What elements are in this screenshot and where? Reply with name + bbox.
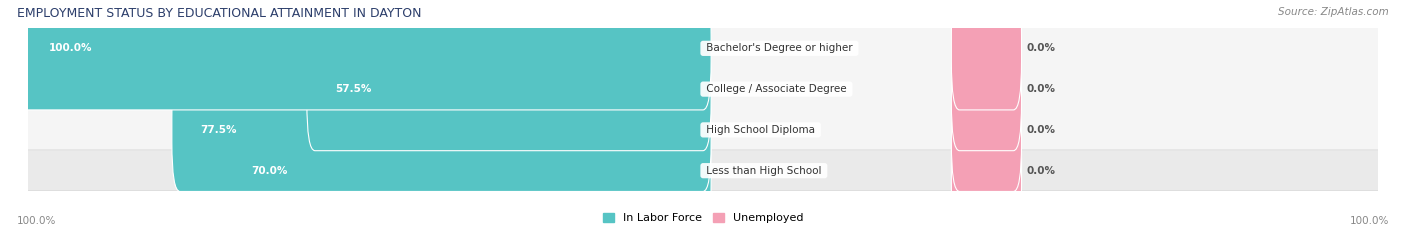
FancyBboxPatch shape (307, 27, 711, 151)
Text: College / Associate Degree: College / Associate Degree (703, 84, 849, 94)
FancyBboxPatch shape (20, 0, 711, 110)
Text: 0.0%: 0.0% (1026, 84, 1056, 94)
FancyBboxPatch shape (952, 0, 1022, 110)
FancyBboxPatch shape (952, 68, 1022, 192)
Text: High School Diploma: High School Diploma (703, 125, 818, 135)
FancyBboxPatch shape (14, 69, 1392, 233)
Text: Bachelor's Degree or higher: Bachelor's Degree or higher (703, 43, 856, 53)
Text: 77.5%: 77.5% (200, 125, 236, 135)
FancyBboxPatch shape (952, 27, 1022, 151)
Text: 100.0%: 100.0% (48, 43, 91, 53)
Text: 70.0%: 70.0% (250, 166, 287, 176)
FancyBboxPatch shape (14, 0, 1392, 150)
FancyBboxPatch shape (14, 28, 1392, 231)
FancyBboxPatch shape (172, 68, 711, 192)
Text: 100.0%: 100.0% (1350, 216, 1389, 226)
Legend: In Labor Force, Unemployed: In Labor Force, Unemployed (598, 208, 808, 227)
Text: EMPLOYMENT STATUS BY EDUCATIONAL ATTAINMENT IN DAYTON: EMPLOYMENT STATUS BY EDUCATIONAL ATTAINM… (17, 7, 422, 20)
FancyBboxPatch shape (222, 109, 711, 232)
Text: 0.0%: 0.0% (1026, 166, 1056, 176)
Text: 0.0%: 0.0% (1026, 125, 1056, 135)
Text: 57.5%: 57.5% (335, 84, 371, 94)
Text: 100.0%: 100.0% (17, 216, 56, 226)
FancyBboxPatch shape (952, 109, 1022, 232)
FancyBboxPatch shape (14, 0, 1392, 191)
Text: Less than High School: Less than High School (703, 166, 825, 176)
Text: Source: ZipAtlas.com: Source: ZipAtlas.com (1278, 7, 1389, 17)
Text: 0.0%: 0.0% (1026, 43, 1056, 53)
